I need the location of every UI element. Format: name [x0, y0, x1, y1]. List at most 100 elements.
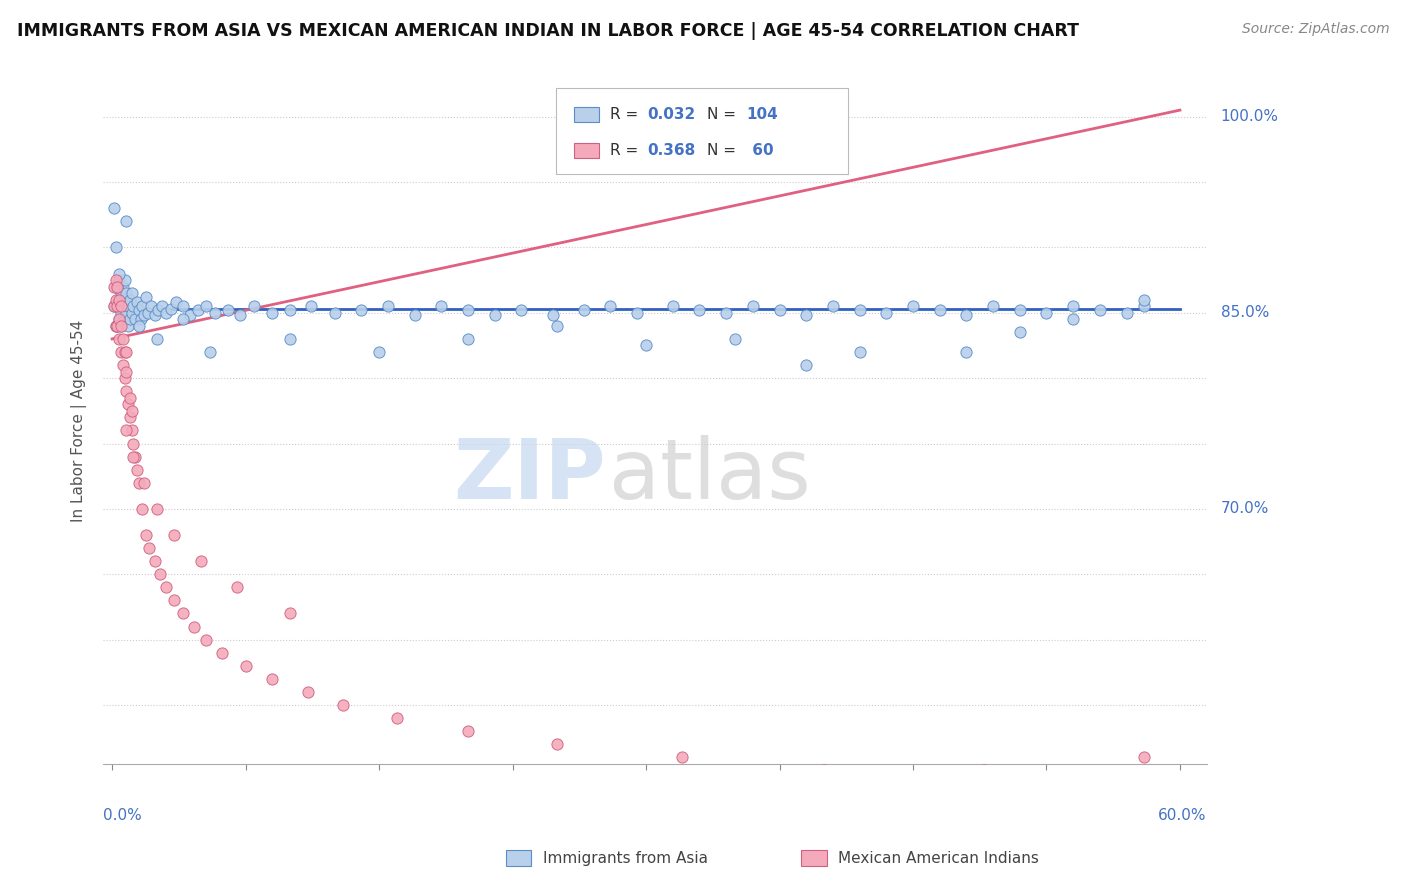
Point	[457, 332, 479, 346]
Point	[484, 309, 506, 323]
Point	[108, 312, 131, 326]
Point	[110, 306, 132, 320]
Point	[134, 475, 156, 490]
Point	[186, 303, 208, 318]
Point	[107, 279, 129, 293]
Point	[546, 737, 568, 751]
Point	[143, 554, 166, 568]
Point	[235, 658, 257, 673]
Point	[404, 309, 426, 323]
Point	[163, 593, 186, 607]
Point	[688, 303, 710, 318]
Point	[385, 711, 408, 725]
Point	[768, 303, 790, 318]
Point	[160, 301, 183, 316]
Point	[599, 299, 621, 313]
Point	[114, 273, 136, 287]
Point	[103, 279, 125, 293]
Point	[121, 424, 143, 438]
Point	[115, 306, 138, 320]
Text: ZIP: ZIP	[453, 435, 605, 516]
Point	[114, 312, 136, 326]
Point	[115, 384, 138, 399]
Point	[928, 303, 950, 318]
Point	[121, 286, 143, 301]
Text: IMMIGRANTS FROM ASIA VS MEXICAN AMERICAN INDIAN IN LABOR FORCE | AGE 45-54 CORRE: IMMIGRANTS FROM ASIA VS MEXICAN AMERICAN…	[17, 22, 1078, 40]
Point	[350, 303, 373, 318]
Point	[118, 312, 141, 326]
Point	[108, 273, 131, 287]
Text: R =: R =	[610, 143, 643, 158]
Point	[217, 303, 239, 318]
Point	[135, 528, 157, 542]
Point	[323, 306, 346, 320]
Point	[149, 567, 172, 582]
Text: 100.0%: 100.0%	[1220, 109, 1278, 124]
Point	[107, 318, 129, 333]
Point	[332, 698, 354, 712]
Text: 60.0%: 60.0%	[1159, 808, 1206, 823]
Point	[103, 201, 125, 215]
Point	[1062, 312, 1084, 326]
Point	[278, 607, 301, 621]
Point	[204, 306, 226, 320]
Point	[368, 345, 391, 359]
Point	[103, 299, 125, 313]
Text: 70.0%: 70.0%	[1220, 501, 1268, 516]
Point	[1133, 293, 1156, 307]
Point	[103, 299, 125, 313]
Point	[104, 293, 127, 307]
Point	[110, 318, 132, 333]
Point	[546, 318, 568, 333]
Point	[163, 528, 186, 542]
Point	[155, 580, 177, 594]
Point	[172, 607, 194, 621]
Point	[297, 685, 319, 699]
Point	[136, 306, 159, 320]
Point	[117, 397, 139, 411]
Point	[114, 293, 136, 307]
Point	[195, 632, 218, 647]
Point	[211, 646, 233, 660]
Point	[1088, 303, 1111, 318]
Point	[131, 299, 153, 313]
Point	[117, 299, 139, 313]
Point	[198, 345, 221, 359]
Point	[262, 672, 284, 686]
Text: Source: ZipAtlas.com: Source: ZipAtlas.com	[1241, 22, 1389, 37]
Point	[671, 750, 693, 764]
Point	[121, 306, 143, 320]
Point	[457, 303, 479, 318]
Point	[111, 299, 134, 313]
Point	[121, 404, 143, 418]
Point	[141, 299, 163, 313]
Point	[278, 303, 301, 318]
Point	[104, 279, 127, 293]
Point	[108, 312, 131, 326]
Point	[115, 345, 138, 359]
Point	[111, 358, 134, 372]
Point	[262, 306, 284, 320]
Point	[107, 299, 129, 313]
Point	[190, 554, 212, 568]
Point	[195, 299, 218, 313]
Text: 0.032: 0.032	[647, 107, 696, 122]
Point	[225, 580, 247, 594]
Point	[143, 309, 166, 323]
Point	[110, 345, 132, 359]
Point	[129, 312, 152, 326]
Point	[1133, 299, 1156, 313]
Point	[848, 345, 870, 359]
Text: 85.0%: 85.0%	[1220, 305, 1268, 320]
Point	[543, 309, 565, 323]
Point	[430, 299, 453, 313]
Point	[107, 279, 129, 293]
Point	[457, 724, 479, 739]
Point	[875, 306, 897, 320]
Point	[1008, 303, 1031, 318]
Text: 60: 60	[747, 143, 773, 158]
Point	[1062, 299, 1084, 313]
Text: atlas: atlas	[609, 435, 810, 516]
Point	[108, 293, 131, 307]
Point	[183, 619, 205, 633]
